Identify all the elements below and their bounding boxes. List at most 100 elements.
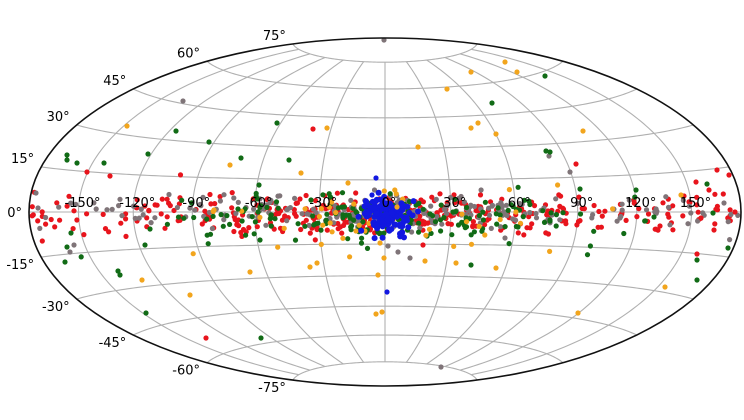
data-point-green xyxy=(205,241,211,247)
data-point-gray xyxy=(109,206,115,212)
data-point-orange xyxy=(502,59,508,65)
data-point-gray xyxy=(140,212,146,218)
data-point-orange xyxy=(373,311,379,317)
data-point-orange xyxy=(318,241,324,247)
data-point-red xyxy=(229,205,235,211)
data-point-gray xyxy=(486,212,493,218)
data-point-gray xyxy=(299,211,305,217)
latitude-tick-label: 75° xyxy=(263,29,286,44)
data-point-green xyxy=(591,228,597,234)
data-point-red xyxy=(417,213,423,219)
data-point-gray xyxy=(56,204,62,210)
data-point-gray xyxy=(37,225,43,231)
longitude-tick-label: 150° xyxy=(680,196,711,211)
data-point-red xyxy=(720,191,726,197)
data-point-orange xyxy=(513,209,519,215)
data-point-red xyxy=(282,213,288,219)
data-point-red xyxy=(341,222,347,228)
data-point-blue xyxy=(369,192,375,198)
data-point-gray xyxy=(117,196,123,202)
data-point-orange xyxy=(555,182,561,188)
data-point-green xyxy=(264,204,270,210)
data-point-red xyxy=(154,202,160,208)
data-point-red xyxy=(84,211,90,217)
data-point-blue xyxy=(392,221,399,228)
data-point-green xyxy=(480,217,486,223)
data-point-orange xyxy=(379,309,385,315)
data-point-green xyxy=(497,212,503,218)
data-point-gray xyxy=(498,224,504,230)
data-point-green xyxy=(252,219,258,225)
data-point-red xyxy=(229,190,235,196)
data-point-green xyxy=(359,235,365,241)
data-point-orange xyxy=(187,292,193,298)
data-point-gray xyxy=(119,213,125,219)
data-point-green xyxy=(318,227,324,233)
data-point-red xyxy=(437,191,443,197)
data-point-gray xyxy=(663,194,669,200)
data-point-gray xyxy=(721,200,727,206)
data-point-orange xyxy=(326,204,332,210)
data-point-red xyxy=(545,231,552,237)
data-point-gray xyxy=(686,203,693,209)
data-point-orange xyxy=(345,180,351,186)
data-point-orange xyxy=(453,260,459,266)
data-point-red xyxy=(713,206,719,212)
data-point-green xyxy=(310,213,316,219)
data-point-red xyxy=(66,193,72,199)
data-point-green xyxy=(339,190,346,196)
longitude-tick-label: -120° xyxy=(119,196,155,211)
data-point-red xyxy=(123,216,129,222)
data-point-red xyxy=(162,225,168,231)
data-point-red xyxy=(100,211,106,217)
data-point-red xyxy=(581,206,588,212)
data-point-green xyxy=(274,120,280,126)
longitude-tick-label: -150° xyxy=(64,196,100,211)
data-point-green xyxy=(587,243,594,249)
data-point-red xyxy=(39,238,45,244)
data-point-green xyxy=(257,204,263,210)
data-point-orange xyxy=(353,228,359,234)
data-point-green xyxy=(258,335,264,341)
data-point-gray xyxy=(385,243,391,249)
data-point-green xyxy=(438,202,444,208)
data-point-red xyxy=(515,230,521,236)
data-point-green xyxy=(432,219,439,225)
data-point-gray xyxy=(654,208,660,214)
data-point-gray xyxy=(680,197,687,203)
data-point-green xyxy=(115,268,121,274)
data-point-green xyxy=(286,157,292,163)
data-point-red xyxy=(596,208,602,215)
data-point-green xyxy=(275,205,281,211)
data-point-gray xyxy=(428,203,434,209)
data-point-red xyxy=(470,219,476,225)
data-point-red xyxy=(421,219,427,225)
data-point-green xyxy=(452,196,458,202)
data-point-green xyxy=(64,157,70,163)
data-point-red xyxy=(166,200,172,206)
data-point-green xyxy=(175,214,182,220)
data-point-green xyxy=(210,213,216,219)
data-point-gray xyxy=(43,214,49,221)
data-point-orange xyxy=(351,201,357,207)
data-point-orange xyxy=(393,191,399,197)
data-point-gray xyxy=(503,202,509,208)
sky-boundary-ellipse xyxy=(28,37,742,387)
data-point-orange xyxy=(514,69,520,75)
data-point-red xyxy=(217,194,223,200)
data-point-red xyxy=(693,179,699,185)
data-point-blue xyxy=(397,233,404,240)
data-point-red xyxy=(48,216,54,223)
data-point-red xyxy=(563,218,569,224)
data-point-gray xyxy=(217,198,223,204)
data-point-green xyxy=(416,229,422,235)
data-point-gray xyxy=(438,364,444,370)
data-point-red xyxy=(698,215,704,221)
data-point-gray xyxy=(667,222,673,228)
data-point-gray xyxy=(442,207,448,213)
data-point-green xyxy=(505,207,511,213)
latitude-tick-label: 15° xyxy=(11,152,34,167)
data-point-orange xyxy=(366,220,372,226)
data-point-red xyxy=(312,237,318,243)
